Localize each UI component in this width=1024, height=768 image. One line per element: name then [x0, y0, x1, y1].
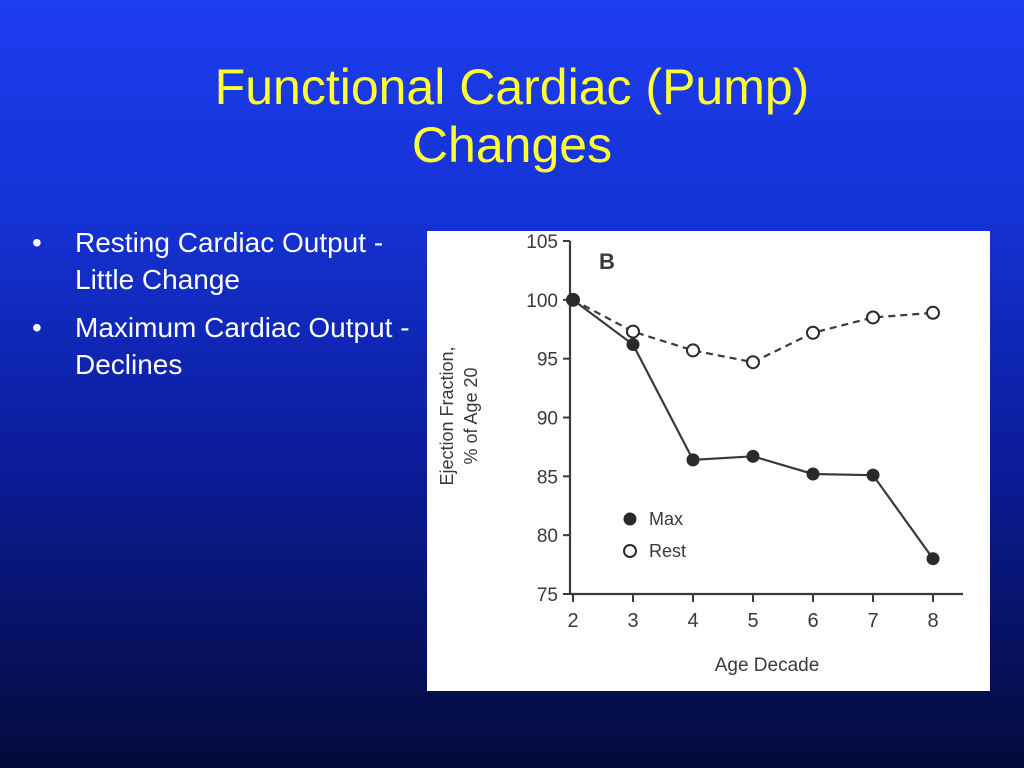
y-tick-label: 100: [526, 291, 558, 312]
data-point-rest: [926, 305, 940, 320]
bullet-marker: •: [32, 227, 42, 258]
y-tick-label: 85: [537, 467, 558, 488]
y-tick-label: 95: [537, 350, 558, 371]
data-point-rest: [866, 310, 880, 325]
data-point-max: [866, 468, 880, 482]
x-tick-label: 6: [807, 610, 818, 632]
x-tick-label: 2: [567, 610, 578, 632]
bullet-item: • Maximum Cardiac Output - Declines: [32, 309, 412, 383]
legend-marker-max: [623, 512, 637, 526]
chart-series: [566, 292, 940, 566]
y-axis-label-line-2: % of Age 20: [461, 367, 481, 464]
x-tick-label: 3: [627, 610, 638, 632]
x-tick-label: 8: [927, 610, 938, 632]
data-point-max: [686, 453, 700, 467]
y-tick-label: 80: [537, 526, 558, 547]
y-axis-label-line-1: Ejection Fraction,: [437, 346, 457, 485]
slide-title: Functional Cardiac (Pump) Changes: [0, 58, 1024, 174]
data-point-rest: [626, 324, 640, 339]
x-axis-label: Age Decade: [715, 655, 820, 676]
panel-label: B: [599, 249, 615, 274]
data-point-rest: [686, 343, 700, 358]
bullet-text: Maximum Cardiac Output - Declines: [75, 312, 410, 380]
bullet-item: • Resting Cardiac Output - Little Change: [32, 224, 412, 298]
chart-legend: Max Rest: [623, 509, 686, 561]
legend-label-rest: Rest: [649, 541, 686, 561]
y-tick-label: 75: [537, 585, 558, 606]
chart-panel: 75 80 85 90 95 100 105 2 3 4 5 6 7 8 B Age Decade Eje…: [427, 231, 990, 691]
ejection-fraction-chart: 75 80 85 90 95 100 105 2 3 4 5 6 7 8 B Age Decade Eje…: [437, 232, 963, 676]
y-tick-label: 90: [537, 409, 558, 430]
x-tick-label: 7: [867, 610, 878, 632]
chart-axes: 75 80 85 90 95 100 105 2 3 4 5 6 7 8: [526, 232, 963, 632]
bullet-text: Resting Cardiac Output - Little Change: [75, 227, 384, 295]
x-tick-label: 5: [747, 610, 758, 632]
data-point-max: [566, 293, 580, 307]
data-point-max: [746, 449, 760, 463]
bullet-list: • Resting Cardiac Output - Little Change…: [32, 224, 412, 394]
legend-marker-rest: [623, 544, 637, 558]
title-line-2: Changes: [411, 117, 613, 173]
title-line-1: Functional Cardiac (Pump): [214, 59, 810, 115]
legend-label-max: Max: [649, 509, 683, 529]
data-point-max: [926, 552, 940, 566]
data-point-max: [626, 338, 640, 352]
data-point-rest: [746, 355, 760, 370]
x-tick-label: 4: [687, 610, 698, 632]
data-point-max: [806, 467, 820, 481]
data-point-rest: [806, 325, 820, 340]
bullet-marker: •: [32, 312, 42, 343]
y-tick-label: 105: [526, 232, 558, 253]
